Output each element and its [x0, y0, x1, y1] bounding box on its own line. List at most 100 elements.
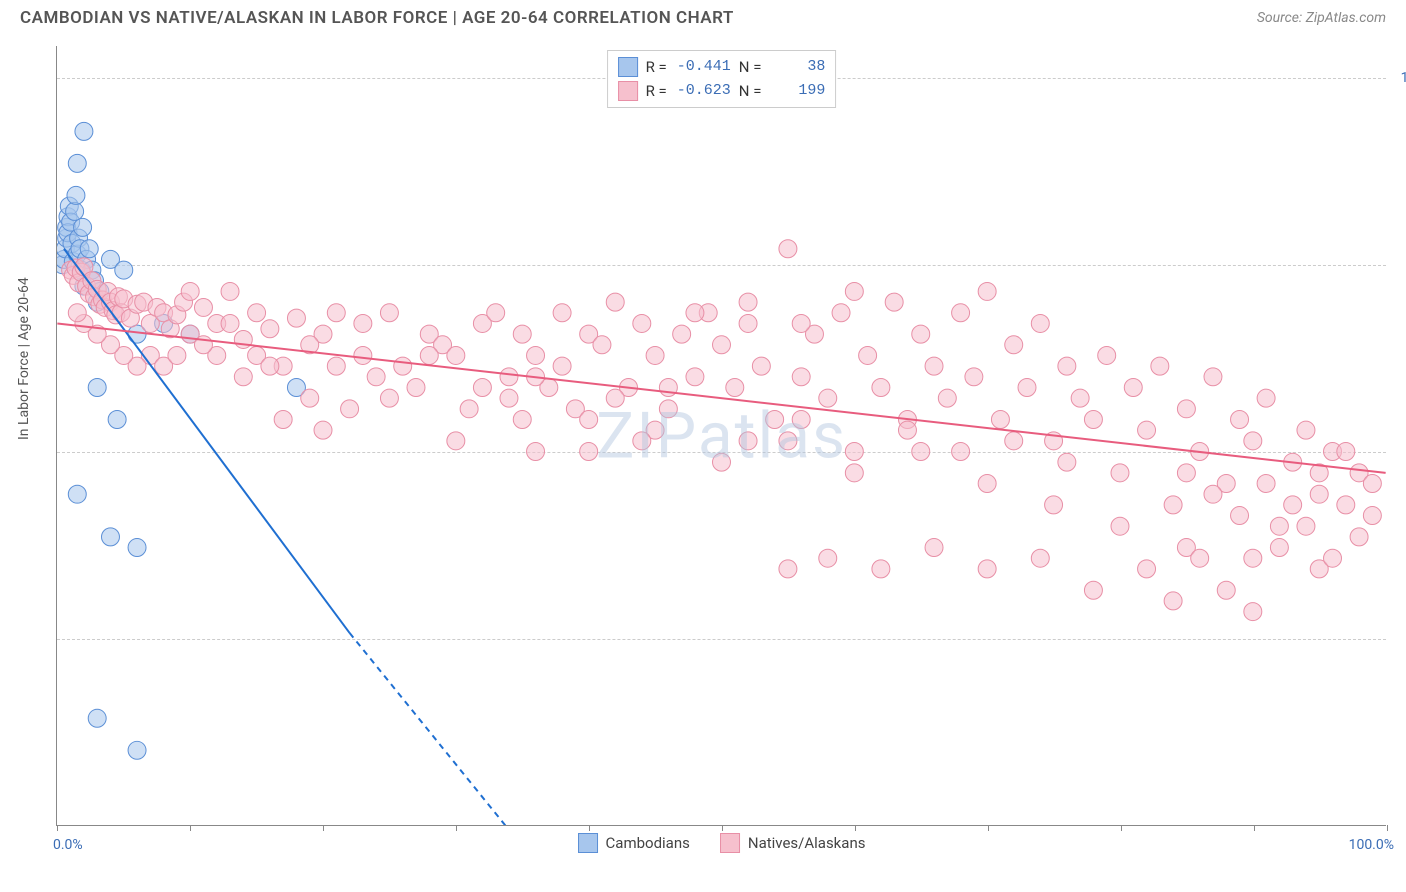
scatter-point [1297, 517, 1315, 535]
legend-series-label: Cambodians [606, 834, 690, 852]
scatter-point [88, 378, 106, 396]
scatter-point [341, 400, 359, 418]
scatter-point [128, 741, 146, 759]
scatter-point [1005, 432, 1023, 450]
scatter-point [1045, 496, 1063, 514]
scatter-point [925, 357, 943, 375]
n-label: N = [739, 55, 762, 79]
xaxis-tick [1254, 825, 1255, 831]
legend-bottom: Cambodians Natives/Alaskans [578, 833, 866, 853]
scatter-point [1270, 517, 1288, 535]
scatter-point [1058, 453, 1076, 471]
scatter-point [991, 411, 1009, 429]
scatter-point [101, 528, 119, 546]
scatter-point [952, 443, 970, 461]
xaxis-tick [1121, 825, 1122, 831]
scatter-point [779, 432, 797, 450]
scatter-point [739, 314, 757, 332]
scatter-point [500, 389, 518, 407]
scatter-point [912, 443, 930, 461]
scatter-point [354, 346, 372, 364]
scatter-point [1363, 475, 1381, 493]
scatter-point [792, 411, 810, 429]
scatter-point [659, 400, 677, 418]
scatter-point [473, 378, 491, 396]
scatter-point [68, 485, 86, 503]
scatter-point [633, 314, 651, 332]
scatter-point [487, 304, 505, 322]
scatter-point [261, 320, 279, 338]
scatter-point [965, 368, 983, 386]
scatter-point [845, 443, 863, 461]
scatter-point [673, 325, 691, 343]
xaxis-tick [323, 825, 324, 831]
scatter-point [354, 314, 372, 332]
scatter-point [274, 411, 292, 429]
xaxis-tick [589, 825, 590, 831]
scatter-point [713, 453, 731, 471]
xaxis-tick [190, 825, 191, 831]
scatter-point [1217, 581, 1235, 599]
n-label: N = [739, 79, 762, 103]
scatter-point [792, 314, 810, 332]
scatter-point [327, 357, 345, 375]
scatter-point [580, 411, 598, 429]
scatter-point [1324, 549, 1342, 567]
legend-swatch [618, 57, 638, 77]
scatter-point [553, 304, 571, 322]
scatter-point [407, 378, 425, 396]
scatter-point [912, 325, 930, 343]
plot-svg [57, 46, 1386, 825]
scatter-point [248, 304, 266, 322]
scatter-point [367, 368, 385, 386]
scatter-point [726, 378, 744, 396]
scatter-point [1310, 485, 1328, 503]
scatter-point [447, 346, 465, 364]
scatter-point [380, 389, 398, 407]
scatter-point [1244, 432, 1262, 450]
scatter-point [1350, 528, 1368, 546]
scatter-point [553, 357, 571, 375]
r-value: -0.441 [675, 55, 731, 79]
scatter-point [606, 389, 624, 407]
scatter-point [593, 336, 611, 354]
scatter-point [1177, 400, 1195, 418]
legend-top: R =-0.441N =38R =-0.623N =199 [607, 50, 837, 108]
scatter-point [380, 304, 398, 322]
legend-stat-row: R =-0.623N =199 [618, 79, 826, 103]
scatter-point [527, 346, 545, 364]
scatter-point [686, 368, 704, 386]
chart-source: Source: ZipAtlas.com [1257, 10, 1386, 26]
scatter-point [872, 378, 890, 396]
legend-series-item: Cambodians [578, 833, 690, 853]
legend-series-item: Natives/Alaskans [720, 833, 866, 853]
r-label: R = [646, 55, 667, 79]
scatter-point [80, 240, 98, 258]
scatter-point [1164, 496, 1182, 514]
scatter-point [1005, 336, 1023, 354]
scatter-point [1111, 464, 1129, 482]
scatter-point [1177, 464, 1195, 482]
scatter-point [513, 325, 531, 343]
scatter-point [513, 411, 531, 429]
r-value: -0.623 [675, 79, 731, 103]
r-label: R = [646, 79, 667, 103]
scatter-point [952, 304, 970, 322]
scatter-point [1098, 346, 1116, 364]
legend-stat-row: R = -0.441 N = 38 [618, 55, 826, 79]
scatter-point [1138, 560, 1156, 578]
scatter-point [1244, 549, 1262, 567]
chart-area: ZIPatlas R =-0.441N =38R =-0.623N =199 0… [56, 46, 1386, 826]
scatter-point [606, 293, 624, 311]
scatter-point [713, 336, 731, 354]
n-value: 38 [769, 55, 825, 79]
scatter-point [88, 709, 106, 727]
scatter-point [859, 346, 877, 364]
chart-title: CAMBODIAN VS NATIVE/ALASKAN IN LABOR FOR… [20, 8, 734, 28]
scatter-point [527, 443, 545, 461]
scatter-point [885, 293, 903, 311]
scatter-point [580, 443, 598, 461]
scatter-point [739, 293, 757, 311]
xaxis-tick [1387, 825, 1388, 831]
scatter-point [1297, 421, 1315, 439]
